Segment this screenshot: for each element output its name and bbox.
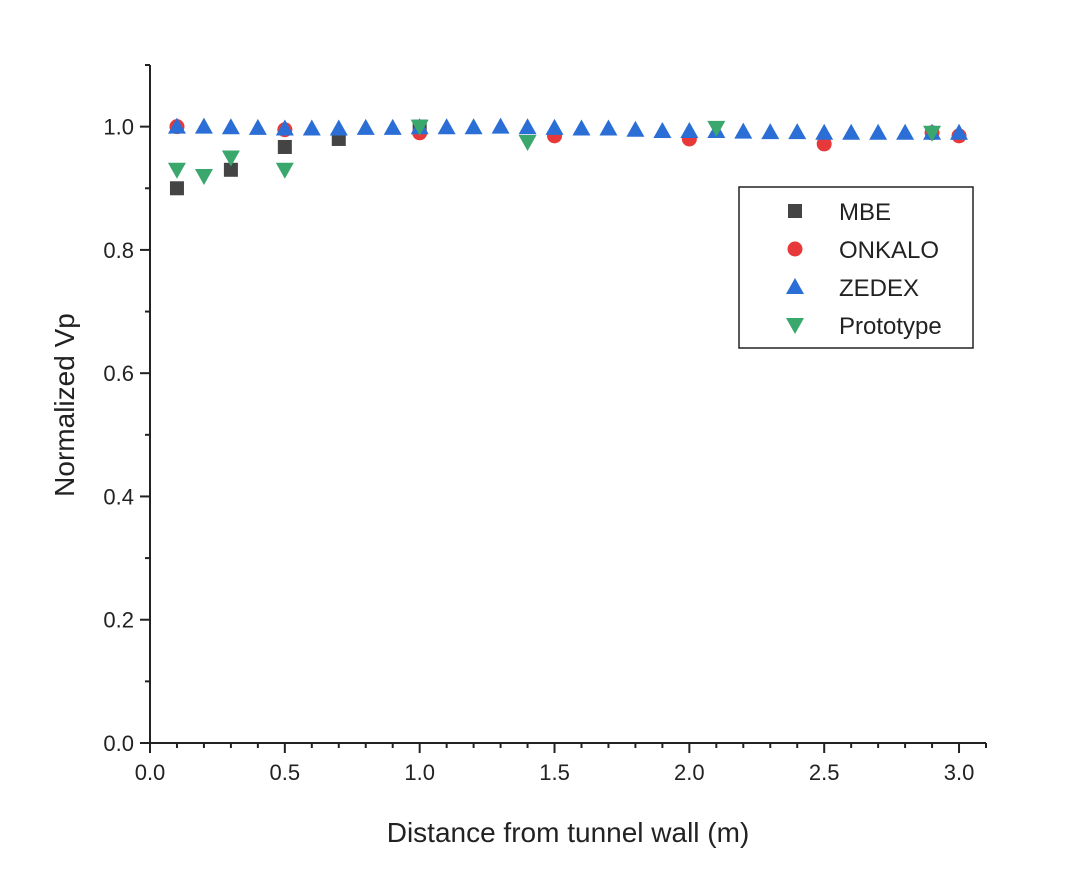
- data-point-mbe: [169, 181, 184, 196]
- x-tick-label: 2.5: [809, 760, 840, 785]
- x-tick-label: 2.0: [674, 760, 705, 785]
- series-zedex: [167, 117, 969, 140]
- y-tick-label: 0.2: [103, 608, 134, 633]
- data-point-zedex: [734, 122, 753, 139]
- legend-marker-prototype: [786, 318, 804, 334]
- data-point-zedex: [788, 123, 807, 140]
- legend-marker-onkalo: [787, 241, 803, 257]
- data-point-zedex: [869, 123, 888, 140]
- data-point-zedex: [815, 123, 834, 140]
- x-tick-label: 3.0: [944, 760, 975, 785]
- data-point-zedex: [950, 123, 969, 140]
- legend-label: ZEDEX: [839, 275, 919, 302]
- data-point-zedex: [626, 120, 645, 137]
- series-prototype: [167, 119, 942, 185]
- y-tick-label: 0.0: [103, 731, 134, 756]
- data-point-zedex: [491, 117, 510, 134]
- data-point-prototype: [923, 125, 942, 142]
- data-point-prototype: [707, 120, 726, 137]
- data-point-zedex: [383, 118, 402, 135]
- data-point-zedex: [599, 119, 618, 136]
- data-point-zedex: [275, 119, 294, 136]
- data-markers: [167, 117, 969, 196]
- axes: 0.0 0.5 1.0 1.5 2.0 2.5 3.0 0.0 0.2 0.4 0.6 0.8 1.0: [103, 64, 987, 785]
- data-point-zedex: [167, 117, 186, 134]
- data-point-zedex: [194, 117, 213, 134]
- data-point-prototype: [518, 135, 537, 152]
- data-point-prototype: [194, 168, 213, 185]
- data-point-zedex: [572, 119, 591, 136]
- data-point-prototype: [275, 162, 294, 179]
- data-point-prototype: [410, 119, 429, 136]
- legend-marker-mbe: [788, 204, 802, 218]
- y-tick-label: 1.0: [103, 115, 134, 140]
- data-point-zedex: [302, 119, 321, 136]
- data-point-zedex: [221, 118, 240, 135]
- legend: MBE ONKALO ZEDEX Prototype: [738, 186, 974, 349]
- data-point-zedex: [437, 118, 456, 135]
- y-tick-label: 0.6: [103, 361, 134, 386]
- data-point-zedex: [896, 123, 915, 140]
- legend-label: MBE: [839, 199, 891, 226]
- data-point-zedex: [518, 118, 537, 135]
- x-tick-label: 0.5: [270, 760, 301, 785]
- y-axis-title: Normalized Vp: [49, 313, 80, 497]
- data-point-zedex: [464, 118, 483, 135]
- x-axis-title: Distance from tunnel wall (m): [387, 817, 750, 848]
- legend-box: [738, 186, 974, 349]
- data-point-zedex: [842, 123, 861, 140]
- y-tick-label: 0.8: [103, 238, 134, 263]
- data-point-prototype: [221, 150, 240, 167]
- data-point-zedex: [248, 118, 267, 135]
- x-tick-label: 0.0: [135, 760, 166, 785]
- data-point-mbe: [223, 162, 238, 177]
- legend-label: ONKALO: [839, 237, 939, 264]
- data-point-prototype: [167, 162, 186, 179]
- legend-label: Prototype: [839, 313, 942, 340]
- data-point-zedex: [356, 118, 375, 135]
- x-tick-label: 1.5: [539, 760, 570, 785]
- data-point-onkalo: [816, 136, 832, 152]
- data-point-zedex: [653, 121, 672, 138]
- x-tick-label: 1.0: [404, 760, 435, 785]
- data-point-mbe: [277, 139, 292, 154]
- legend-marker-zedex: [786, 278, 804, 294]
- data-point-zedex: [545, 118, 564, 135]
- data-point-zedex: [680, 121, 699, 138]
- data-point-zedex: [329, 119, 348, 136]
- data-point-zedex: [761, 123, 780, 140]
- y-tick-label: 0.4: [103, 484, 134, 509]
